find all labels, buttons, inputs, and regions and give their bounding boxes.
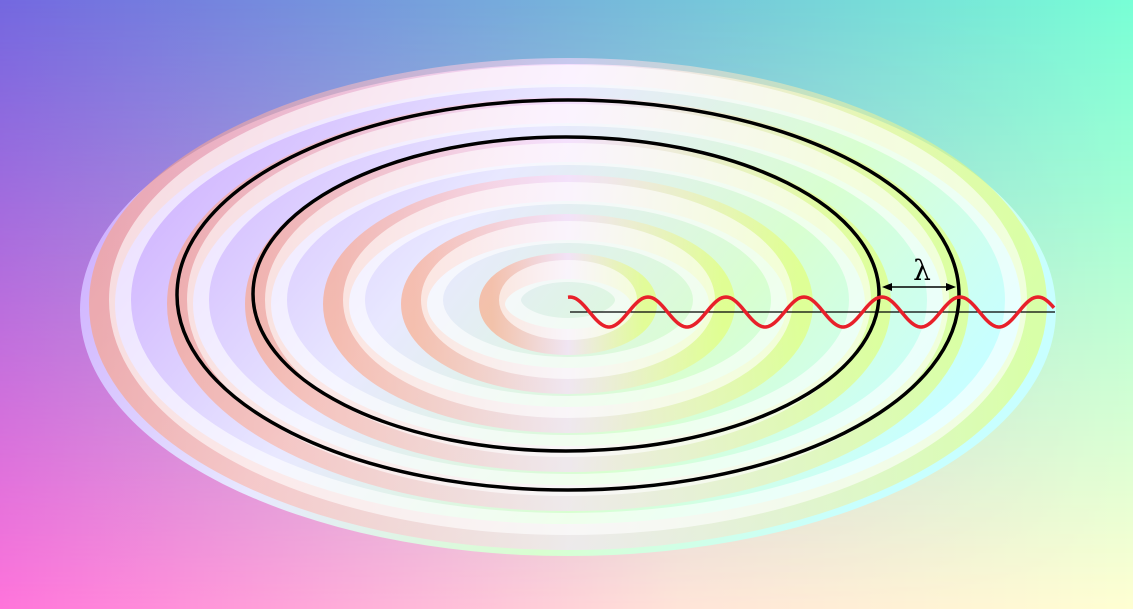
ripple-crest — [343, 182, 793, 418]
ripple-crest — [265, 143, 871, 457]
wavelength-arrow — [882, 283, 956, 291]
wavelength-label: λ — [913, 254, 931, 287]
ripple-crest — [187, 104, 949, 496]
ripple-crest — [109, 65, 1027, 535]
wave-profile — [567, 295, 1056, 329]
ripple-crest — [499, 260, 637, 340]
wavefront-inner — [251, 135, 881, 453]
ripple-crest — [421, 221, 715, 379]
wavefront-outer — [175, 98, 961, 492]
